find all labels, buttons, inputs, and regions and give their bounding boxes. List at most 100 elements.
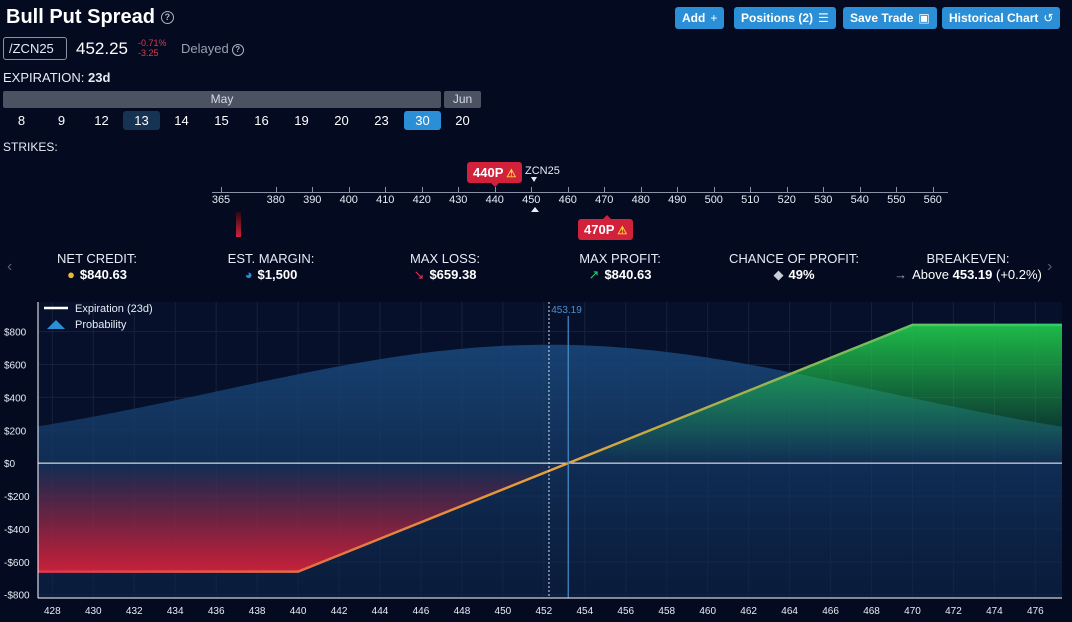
help-icon[interactable]: ? [160,11,174,25]
strike-tick-label: 500 [704,194,723,206]
breakeven-suffix: (+0.2%) [996,267,1042,282]
net-credit-value: ● $840.63 [67,267,127,282]
strike-tick [458,187,460,193]
expiration-day-highlighted[interactable]: 13 [123,111,160,130]
strike-tick [896,187,898,193]
expiration-day[interactable]: 20 [455,113,470,128]
strikes-label: STRIKES: [3,140,58,154]
strike-tick-label: 560 [923,194,942,206]
expiration-day[interactable]: 9 [57,113,66,128]
strike-tick [677,187,679,193]
x-tick-label: 446 [413,606,430,617]
underlying-marker-icon [531,177,537,182]
add-button[interactable]: Add + [675,7,725,29]
x-tick-label: 474 [986,606,1003,617]
strike-tick-label: 530 [814,194,833,206]
expiration-day[interactable]: 23 [374,113,389,128]
x-tick-label: 464 [781,606,798,617]
pie-icon: ◕ [244,267,253,282]
max-loss-label: MAX LOSS: [409,251,481,266]
strike-tick-label: 520 [777,194,796,206]
x-tick-label: 466 [822,606,839,617]
x-tick-label: 468 [863,606,880,617]
month-may: May [3,91,441,108]
warning-icon: ⚠ [617,225,628,237]
delayed-status: Delayed? [181,41,244,56]
expiration-label-text: EXPIRATION: [3,70,85,85]
expiration-day[interactable]: 8 [17,113,26,128]
delayed-label: Delayed [181,41,229,56]
x-tick-label: 454 [576,606,593,617]
strike-tick-label: 440 [485,194,504,206]
x-tick-label: 438 [249,606,266,617]
metrics-next-button[interactable]: › [1047,258,1053,275]
chance-of-profit-value: ◆ 49% [773,267,814,283]
strike-ruler[interactable] [212,192,948,193]
long-put-badge[interactable]: 470P ⚠ [578,219,634,240]
strike-tick-label: 470 [595,194,614,206]
strike-tick-label: 490 [668,194,687,206]
expiration-day[interactable]: 19 [294,113,309,128]
breakeven-amount: 453.19 [952,267,993,282]
chance-of-profit-amount: 49% [788,267,815,282]
x-tick-label: 430 [85,606,102,617]
strike-tick [421,187,423,193]
positions-button[interactable]: Positions (2) ☰ [734,7,836,29]
strike-tick-label: 480 [631,194,650,206]
strike-tick [750,187,752,193]
y-tick-label: $600 [4,360,27,371]
strike-tick [567,187,569,193]
short-put-label: 440P [473,165,504,180]
historical-chart-button[interactable]: Historical Chart ↺ [942,7,1061,29]
x-tick-label: 472 [945,606,962,617]
help-icon[interactable]: ? [231,43,244,56]
underlying-label: ZCN25 [525,165,560,177]
y-tick-label: $200 [4,426,27,437]
expiration-day[interactable]: 16 [254,113,269,128]
expiration-day[interactable]: 12 [94,113,109,128]
strike-tick [786,187,788,193]
x-tick-label: 460 [699,606,716,617]
save-icon: ▣ [918,11,930,25]
metrics-prev-button[interactable]: ‹ [7,258,13,275]
y-tick-label: -$600 [4,558,30,569]
last-price: 452.25 [76,39,128,58]
symbol-input[interactable]: /ZCN25 [3,37,67,60]
expiration-label: EXPIRATION: 23d [3,70,110,85]
legend-probability-label: Probability [75,319,127,331]
page-title: Bull Put Spread? [6,6,174,29]
expiration-day-selected[interactable]: 30 [404,111,441,130]
strike-tick-label: 365 [211,194,231,206]
strike-tick [221,187,222,193]
payoff-chart[interactable]: 453.19 428 430 432 434 436 438 440 442 444 446 448… [0,298,1072,622]
strike-tick-label: 420 [412,194,431,206]
long-put-pointer [603,215,611,219]
strike-tick-label: 410 [376,194,395,206]
net-credit-amount: $840.63 [79,267,127,282]
expiration-day[interactable]: 15 [214,113,229,128]
y-tick-label: $0 [4,459,16,470]
y-tick-label: -$800 [4,591,30,602]
expiration-day[interactable]: 20 [334,113,349,128]
strike-tick-label: 430 [449,194,468,206]
strike-tick [823,187,825,193]
strike-tick [604,187,606,193]
breakeven-marker-label: 453.19 [551,305,582,316]
historical-chart-button-label: Historical Chart [949,11,1039,25]
expiration-day[interactable]: 14 [174,113,189,128]
y-tick-label: $800 [4,328,27,339]
x-tick-label: 440 [290,606,307,617]
profit-area [568,324,1062,464]
dice-icon: ◆ [773,267,784,282]
chance-of-profit-label: CHANCE OF PROFIT: [728,251,860,266]
legend-expiration-label: Expiration (23d) [75,303,153,315]
loss-area [38,463,569,572]
x-tick-label: 428 [44,606,61,617]
short-put-badge[interactable]: 440P ⚠ [467,162,523,183]
x-tick-label: 434 [167,606,184,617]
strike-tick-label: 390 [303,194,322,206]
strike-tick [713,187,715,193]
save-trade-button[interactable]: Save Trade ▣ [843,7,937,29]
strike-tick [385,187,387,193]
y-tick-label: -$400 [4,525,30,536]
